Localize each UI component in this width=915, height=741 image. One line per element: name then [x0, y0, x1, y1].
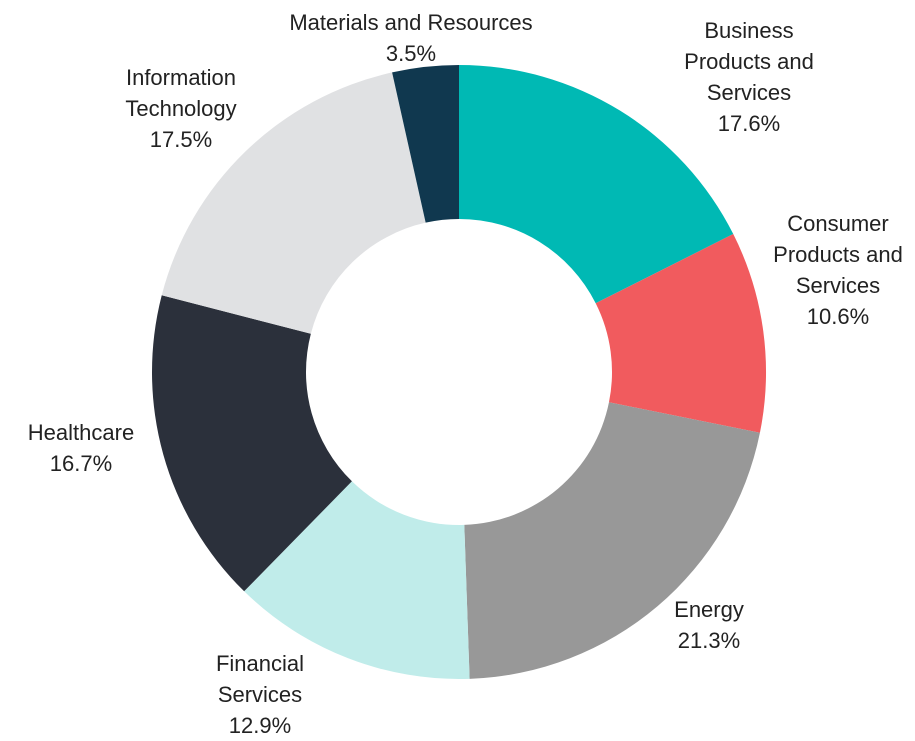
- slice-label: Consumer Products and Services 10.6%: [763, 208, 913, 332]
- value-label: 17.6%: [717, 111, 781, 136]
- category-label: Consumer Products and Services: [773, 211, 903, 298]
- value-label: 17.5%: [149, 127, 213, 152]
- category-label: Healthcare: [27, 420, 135, 445]
- category-label: Business Products and Services: [684, 18, 814, 105]
- slice: [161, 72, 426, 334]
- slice: [464, 402, 760, 679]
- value-label: 3.5%: [385, 41, 437, 66]
- slice-label: Information Technology 17.5%: [96, 62, 266, 155]
- slice: [152, 295, 352, 592]
- value-label: 12.9%: [228, 713, 292, 738]
- slice-label: Materials and Resources 3.5%: [246, 7, 576, 69]
- slice-label: Business Products and Services 17.6%: [669, 15, 829, 139]
- slice: [459, 65, 734, 304]
- category-label: Materials and Resources: [289, 10, 533, 35]
- slice-label: Financial Services 12.9%: [195, 648, 325, 741]
- category-label: Energy: [674, 597, 744, 622]
- value-label: 21.3%: [677, 628, 741, 653]
- value-label: 10.6%: [806, 304, 870, 329]
- value-label: 16.7%: [49, 451, 113, 476]
- slice: [595, 234, 767, 433]
- slice: [244, 481, 470, 679]
- slice-label: Energy 21.3%: [634, 594, 784, 656]
- category-label: Financial Services: [215, 651, 305, 707]
- category-label: Information Technology: [125, 65, 237, 121]
- slice: [392, 65, 459, 223]
- slice-label: Healthcare 16.7%: [1, 417, 161, 479]
